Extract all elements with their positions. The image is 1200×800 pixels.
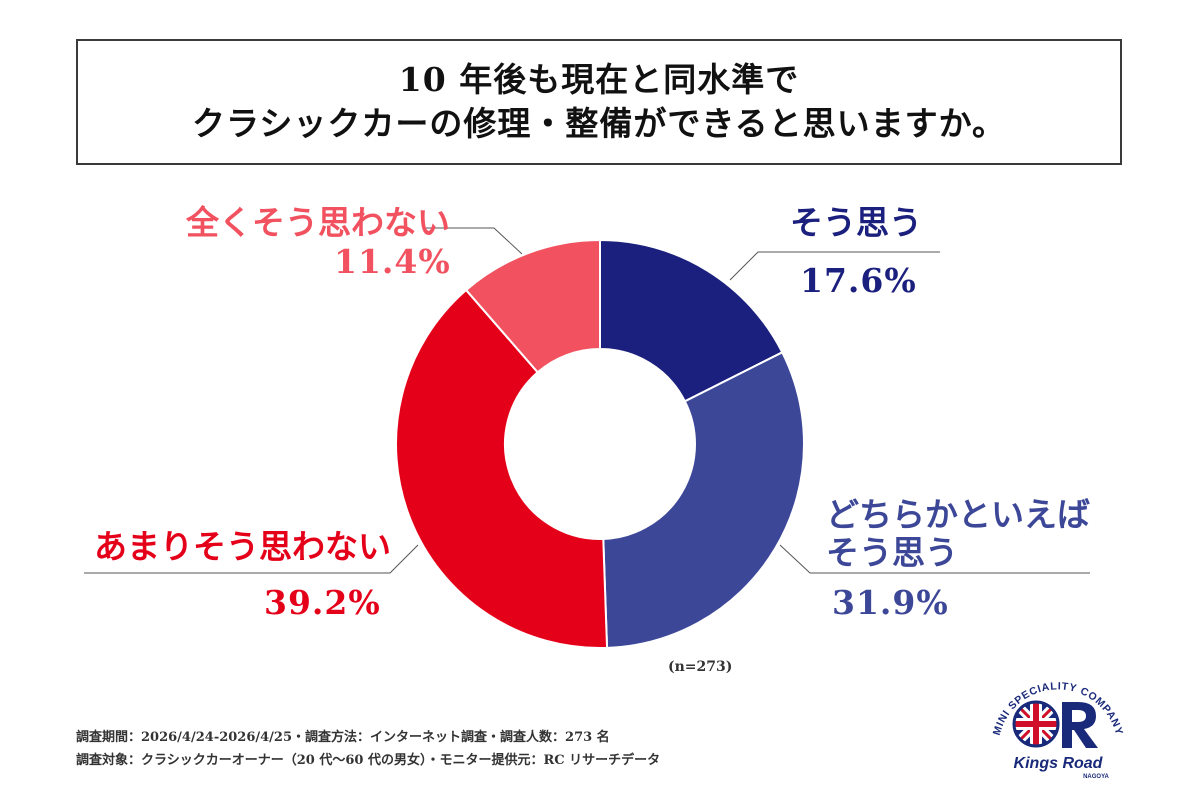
label-amari: あまりそう思わない <box>94 528 391 566</box>
leader-dochiraka <box>779 544 1090 574</box>
footnote-target: 調査対象：クラシックカーオーナー（20 代〜60 代の男女）・モニター提供元：R… <box>76 753 661 768</box>
logo-ring <box>1012 700 1060 748</box>
value-amari: 39.2% <box>264 583 381 622</box>
sample-size: (n=273) <box>668 659 733 675</box>
label-amari-text: あまりそう思わない <box>94 527 391 566</box>
value-mattaku: 11.4% <box>334 242 451 281</box>
label-dochiraka: どちらかといえば そう思う <box>826 496 1090 572</box>
leader-amari <box>84 544 419 574</box>
label-sou-omou-text: そう思う <box>790 203 922 242</box>
label-sou-omou: そう思う <box>790 204 922 242</box>
donut-slice-sou-omou <box>599 238 784 403</box>
donut-slice-mattaku <box>464 238 601 374</box>
label-mattaku: 全くそう思わない <box>186 204 450 242</box>
donut-slice-dochiraka <box>602 350 805 649</box>
logo-sub-text: NAGOYA <box>1083 774 1109 780</box>
chart-title: 10 年後も現在と同水準で クラシックカーの修理・整備ができると思いますか。 <box>76 39 1122 165</box>
value-sou-omou: 17.6% <box>800 261 917 300</box>
logo-r-letter <box>1062 702 1098 748</box>
leader-mattaku <box>426 227 523 255</box>
logo-brand-text: Kings Road <box>1014 755 1104 772</box>
leader-sou-omou <box>729 251 940 281</box>
donut-slice-amari <box>395 288 609 649</box>
value-dochiraka: 31.9% <box>832 583 949 622</box>
label-dochiraka-line2: そう思う <box>826 533 958 572</box>
label-dochiraka-line1: どちらかといえば <box>826 495 1090 534</box>
title-line-1: 10 年後も現在と同水準で <box>398 60 800 99</box>
footnote-period: 調査期間：2026/4/24-2026/4/25・調査方法：インターネット調査・… <box>76 730 610 745</box>
title-line-2: クラシックカーの修理・整備ができると思いますか。 <box>191 104 1007 143</box>
label-mattaku-text: 全くそう思わない <box>186 203 450 242</box>
kings-road-logo: MINI SPECIALITY COMPANY Kings Road NAGOY… <box>991 680 1125 780</box>
